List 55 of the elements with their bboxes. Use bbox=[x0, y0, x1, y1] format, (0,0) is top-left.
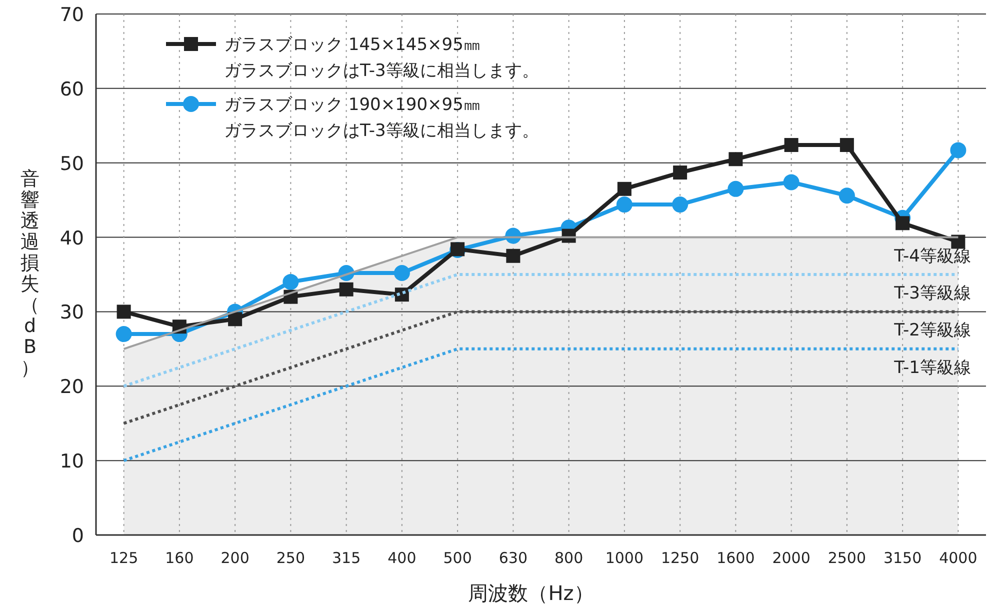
point bbox=[339, 282, 354, 296]
point bbox=[228, 312, 242, 326]
y-tick-label: 60 bbox=[60, 78, 84, 100]
point bbox=[673, 166, 688, 180]
x-tick-label: 4000 bbox=[939, 549, 978, 567]
x-tick-label: 1600 bbox=[716, 549, 755, 567]
annotation: ガラスブロックはT-3等級に相当します。 bbox=[224, 121, 539, 141]
x-axis-title: 周波数（Hz） bbox=[468, 581, 594, 605]
series-label: T-3等級線 bbox=[893, 284, 971, 304]
point bbox=[394, 265, 410, 282]
point bbox=[116, 326, 132, 342]
point bbox=[896, 216, 910, 230]
point bbox=[617, 182, 632, 196]
annotation: ガラスブロックはT-3等級に相当します。 bbox=[224, 61, 539, 81]
point bbox=[728, 180, 744, 197]
point bbox=[116, 304, 131, 319]
x-tick-label: 125 bbox=[109, 549, 138, 567]
legend-label: ガラスブロック 190×190×95㎜ bbox=[224, 95, 480, 115]
series-label: T-1等級線 bbox=[893, 358, 971, 378]
x-tick-label: 500 bbox=[443, 549, 472, 567]
point bbox=[784, 138, 798, 152]
point bbox=[951, 234, 966, 249]
y-tick-label: 70 bbox=[60, 4, 84, 26]
y-tick-label: 10 bbox=[60, 450, 84, 473]
x-tick-label: 2000 bbox=[772, 549, 810, 567]
point bbox=[728, 152, 743, 166]
y-tick-label: 40 bbox=[60, 227, 84, 250]
point bbox=[950, 142, 966, 158]
y-tick-label: 50 bbox=[60, 152, 84, 175]
point bbox=[282, 274, 299, 290]
point bbox=[840, 138, 854, 152]
y-tick-label: 0 bbox=[72, 525, 84, 547]
x-tick-label: 160 bbox=[165, 549, 194, 567]
series-label: T-2等級線 bbox=[893, 320, 971, 341]
point bbox=[616, 196, 632, 213]
x-tick-label: 1250 bbox=[660, 549, 700, 567]
point bbox=[783, 174, 800, 190]
text: 音響透過損失（dB） bbox=[20, 168, 40, 379]
legend-label: ガラスブロック 145×145×95㎜ bbox=[224, 35, 480, 55]
x-tick-label: 800 bbox=[554, 549, 584, 567]
series-label: T-4等級線 bbox=[893, 246, 971, 266]
x-tick-label: 250 bbox=[276, 549, 306, 567]
y-tick-label: 30 bbox=[60, 302, 84, 324]
x-tick-label: 400 bbox=[388, 549, 416, 567]
y-tick-label: 20 bbox=[60, 376, 84, 398]
point bbox=[394, 288, 409, 302]
point bbox=[838, 188, 855, 204]
x-tick-label: 630 bbox=[498, 549, 528, 567]
x-tick-label: 315 bbox=[332, 549, 361, 567]
x-tick-label: 2500 bbox=[828, 549, 866, 567]
point bbox=[506, 248, 520, 263]
x-tick-label: 3150 bbox=[883, 549, 922, 567]
point bbox=[672, 196, 688, 213]
x-tick-label: 1000 bbox=[605, 549, 644, 567]
x-tick-label: 200 bbox=[220, 549, 250, 567]
